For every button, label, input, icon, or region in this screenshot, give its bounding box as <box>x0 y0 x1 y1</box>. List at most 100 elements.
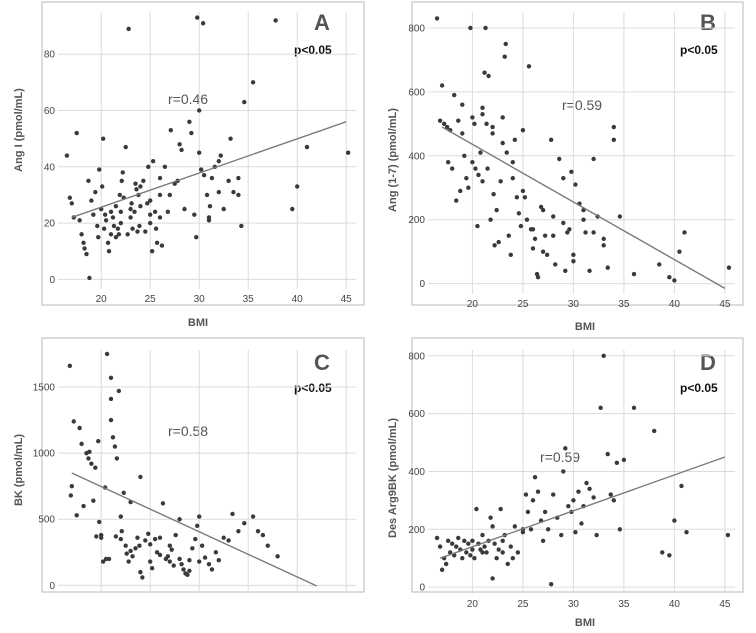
panel-c-data-point <box>91 498 96 503</box>
panel-c-data-point <box>138 569 143 575</box>
panel-d-y-tick-label: 600 <box>408 409 425 420</box>
panel-d-data-point <box>535 489 541 494</box>
panel-a-data-point <box>239 223 244 229</box>
panel-d-data-point <box>608 492 613 497</box>
panel-d-data-point <box>591 495 596 500</box>
panel-b-data-point <box>456 118 461 123</box>
panel-a: A p<0.05 r=0.46 BMI Ang I (pmol/mL) 0 20 4… <box>13 1 365 329</box>
panel-c-data-point <box>94 534 99 539</box>
panel-d-data-point <box>660 550 665 555</box>
panel-d-data-point <box>548 582 554 587</box>
panel-b-data-point <box>548 137 554 143</box>
panel-b-data-point <box>657 262 662 267</box>
panel-c-data-point <box>100 559 106 564</box>
panel-d-data-point <box>561 469 566 474</box>
panel-c-data-point <box>154 550 160 555</box>
panel-c-data-point <box>190 546 195 551</box>
panel-c-data-point <box>209 567 215 572</box>
panel-a-y-tick-label: 0 <box>49 275 55 286</box>
panel-d-data-point <box>515 550 521 555</box>
panel-d-data-point <box>500 550 505 555</box>
panel-d-data-point <box>470 538 475 544</box>
panel-b-data-point <box>482 70 487 75</box>
panel-a-data-point <box>221 206 226 212</box>
panel-b-data-point <box>535 275 541 280</box>
panel-b-data-point <box>490 124 495 130</box>
panel-b-data-point <box>454 198 459 203</box>
panel-c-data-point <box>173 532 178 538</box>
panel-d-y-tick-label: 200 <box>408 525 425 536</box>
panel-b-x-tick-label: 45 <box>719 299 731 310</box>
panel-b-data-point <box>573 182 578 187</box>
panel-a-x-axis-label: BMI <box>188 317 208 329</box>
panel-a-data-point <box>128 215 133 220</box>
panel-c-pvalue: p<0.05 <box>294 381 332 395</box>
panel-a-x-tick-label: 20 <box>96 294 108 305</box>
panel-b-data-point <box>504 150 509 155</box>
panel-b-data-point <box>540 249 546 254</box>
panel-a-x-tick-label: 30 <box>194 294 206 305</box>
panel-a-data-point <box>108 232 114 237</box>
panel-d-data-point <box>500 538 505 544</box>
panel-c-data-point <box>149 565 155 571</box>
panel-a-data-point <box>182 206 187 212</box>
panel-c-data-point <box>165 554 171 559</box>
panel-c-data-point <box>67 363 73 369</box>
panel-b-data-point <box>591 230 596 235</box>
panel-b-data-point <box>460 102 465 107</box>
panel-b-data-point <box>530 246 536 251</box>
panel-a-data-point <box>113 203 119 209</box>
panel-a-data-point <box>82 246 87 251</box>
panel-a-data-point <box>101 226 107 231</box>
panel-a-data-point <box>129 201 134 206</box>
panel-c-data-point <box>119 528 124 534</box>
panel-a-data-point <box>273 18 278 23</box>
panel-d-data-point <box>566 503 571 509</box>
panel-d-data-point <box>525 509 531 515</box>
panel-d-x-tick-label: 20 <box>467 599 479 610</box>
panel-c-data-point <box>179 562 184 567</box>
panel-a-data-point <box>236 175 241 181</box>
panel-b-letter: B <box>700 10 716 35</box>
panel-b-x-tick-label: 20 <box>467 299 479 310</box>
panel-a-data-point <box>177 142 182 147</box>
panel-a-data-point <box>167 192 172 198</box>
panel-a-data-point <box>345 150 351 155</box>
panel-c-r-annotation: r=0.58 <box>168 423 208 439</box>
panel-a-data-point <box>125 232 130 237</box>
panel-c-data-point <box>86 456 91 461</box>
panel-c-data-point <box>118 514 124 519</box>
panel-a-data-point <box>96 234 101 240</box>
panel-a-data-point <box>206 215 212 220</box>
panel-c-data-point <box>185 572 190 577</box>
panel-c-data-point <box>121 490 126 495</box>
panel-d-data-point <box>470 547 475 552</box>
panel-c-data-point <box>169 547 174 552</box>
panel-b-data-point <box>540 207 546 213</box>
panel-b-x-tick-label: 35 <box>618 299 630 310</box>
panel-d-y-tick-label: 0 <box>419 583 425 594</box>
panel-a-data-point <box>74 130 79 136</box>
panel-b-data-point <box>496 239 501 245</box>
panel-b-data-point <box>472 121 477 127</box>
panel-a-data-point <box>194 234 199 240</box>
panel-b-data-point <box>450 166 455 171</box>
panel-c-data-point <box>126 559 131 564</box>
panel-c-data-point <box>187 558 192 563</box>
panel-c-frame <box>41 337 365 593</box>
panel-b-data-point <box>502 54 507 59</box>
panel-b-data-point <box>601 243 606 248</box>
panel-a-data-point <box>148 212 153 217</box>
panel-b-data-point <box>476 172 481 178</box>
panel-a-data-point <box>179 147 184 153</box>
panel-a-data-point <box>145 201 150 206</box>
panel-d-data-point <box>667 553 672 558</box>
panel-c-y-tick-label: 0 <box>49 581 55 592</box>
panel-a-y-tick-label: 80 <box>44 50 56 61</box>
panel-a-data-point <box>118 220 124 226</box>
panel-a-data-point <box>207 203 213 209</box>
panel-b-data-point <box>682 230 687 235</box>
panel-b-data-point <box>522 195 528 200</box>
panel-c-data-point <box>167 559 172 564</box>
panel-c-y-tick-label: 500 <box>38 515 55 526</box>
